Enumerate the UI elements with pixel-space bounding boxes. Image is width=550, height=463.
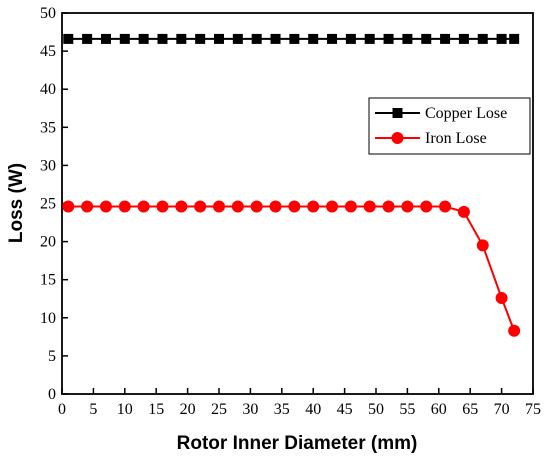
data-point	[138, 33, 149, 44]
data-point	[251, 33, 262, 44]
series-iron-lose	[62, 200, 521, 337]
legend-marker	[391, 132, 404, 144]
y-tick-label: 20	[40, 234, 56, 251]
x-tick-label: 30	[242, 401, 258, 418]
y-tick-label: 25	[40, 196, 56, 213]
data-point	[382, 200, 395, 213]
data-point	[440, 33, 451, 44]
data-point	[194, 200, 207, 213]
legend: Copper Lose Iron Lose	[368, 97, 531, 155]
data-point	[457, 205, 470, 218]
data-point	[344, 200, 357, 213]
y-tick-label: 0	[48, 386, 56, 403]
data-point	[508, 324, 521, 337]
y-tick-label: 35	[40, 119, 56, 136]
data-point	[100, 33, 111, 44]
data-point	[420, 200, 433, 213]
x-tick-label: 25	[211, 401, 227, 418]
x-tick-label: 15	[148, 401, 164, 418]
legend-box	[368, 97, 531, 155]
data-point	[232, 33, 243, 44]
data-point	[176, 33, 187, 44]
data-point	[118, 200, 131, 213]
data-point	[289, 33, 300, 44]
data-point	[421, 33, 432, 44]
x-tick-label: 5	[89, 401, 97, 418]
data-point	[363, 200, 376, 213]
x-axis-title: Rotor Inner Diameter (mm)	[177, 433, 418, 454]
legend-marker	[392, 108, 403, 118]
y-tick-label: 15	[40, 272, 56, 289]
series-copper-lose	[63, 33, 520, 44]
x-tick-label: 40	[305, 401, 321, 418]
legend-label: Iron Lose	[425, 130, 487, 147]
data-point	[269, 200, 282, 213]
data-point	[81, 200, 94, 213]
data-point	[439, 200, 452, 213]
data-point	[401, 200, 414, 213]
x-tick-label: 0	[58, 401, 66, 418]
x-tick-label: 75	[525, 401, 541, 418]
data-point	[477, 33, 488, 44]
data-point	[175, 200, 188, 213]
y-tick-label: 30	[40, 157, 56, 174]
x-tick-label: 60	[431, 401, 447, 418]
data-point	[476, 239, 489, 252]
y-axis-title: Loss (W)	[6, 163, 27, 243]
y-tick-label: 50	[40, 5, 56, 22]
data-point	[458, 33, 469, 44]
y-tick-label: 40	[40, 81, 56, 98]
x-tick-label: 50	[368, 401, 384, 418]
data-point	[495, 291, 508, 304]
data-point	[137, 200, 150, 213]
data-point	[402, 33, 413, 44]
data-point	[119, 33, 130, 44]
data-point	[82, 33, 93, 44]
data-point	[496, 33, 507, 44]
data-point	[307, 200, 320, 213]
data-point	[327, 33, 338, 44]
x-axis: 0 5 10 15 20 25 30 35 40 45 50 55 60 65 70 75	[58, 388, 541, 418]
data-point	[383, 33, 394, 44]
y-tick-label: 5	[48, 348, 56, 365]
x-tick-label: 65	[462, 401, 478, 418]
series-layer	[62, 33, 521, 337]
data-point	[231, 200, 244, 213]
y-tick-label: 45	[40, 43, 56, 60]
legend-label: Copper Lose	[425, 105, 507, 122]
data-point	[326, 200, 339, 213]
series-line	[68, 205, 516, 332]
data-point	[288, 200, 301, 213]
x-tick-label: 10	[117, 401, 133, 418]
data-point	[345, 33, 356, 44]
x-tick-label: 70	[494, 401, 510, 418]
x-tick-label: 45	[337, 401, 353, 418]
data-point	[63, 33, 74, 44]
legend-item: Copper Lose	[375, 105, 507, 122]
x-tick-label: 35	[274, 401, 290, 418]
x-tick-label: 55	[399, 401, 415, 418]
y-axis: 0 5 10 15 20 25 30 35 40 45 50	[40, 5, 68, 403]
data-point	[62, 200, 75, 213]
data-point	[195, 33, 206, 44]
data-point	[156, 200, 169, 213]
data-point	[364, 33, 375, 44]
data-point	[308, 33, 319, 44]
y-tick-label: 10	[40, 310, 56, 327]
data-point	[214, 33, 224, 44]
data-point	[270, 33, 281, 44]
data-point	[250, 200, 263, 213]
data-point	[213, 200, 225, 213]
legend-item: Iron Lose	[375, 130, 487, 147]
data-point	[509, 33, 520, 44]
data-point	[99, 200, 112, 213]
data-point	[157, 33, 168, 44]
x-tick-label: 20	[180, 401, 196, 418]
